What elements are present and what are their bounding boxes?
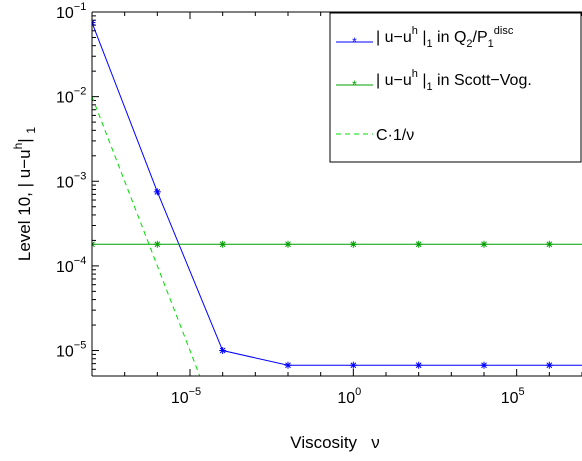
series-0-point	[92, 19, 96, 27]
legend-entry-scott-vogelius: * | u−uh |1 in Scott−Vog.	[336, 68, 532, 93]
series-1-point	[349, 240, 357, 248]
series-0-point	[349, 361, 357, 369]
legend-entry-q2p1: * | u−uh |1 in Q2/P1disc	[336, 25, 514, 50]
series-1-point	[153, 240, 161, 248]
series-0-point	[153, 188, 161, 196]
x-tick-label: 10−5	[171, 386, 201, 407]
series-0-point	[480, 361, 488, 369]
legend-label-reference: C·1/ν	[376, 127, 414, 144]
y-tick-label: 10−3	[56, 170, 86, 191]
series-1-point	[92, 240, 96, 248]
series-line-2	[92, 96, 201, 376]
y-tick-label: 10−5	[56, 340, 86, 361]
series-1-point	[219, 240, 227, 248]
legend-marker-q2p1: *	[352, 35, 357, 49]
y-axis-label-bar: |	[15, 134, 34, 143]
y-axis-label-sup: h	[11, 143, 25, 150]
series-0-point	[415, 361, 423, 369]
y-tick-label: 10−1	[56, 1, 86, 22]
series-1-point	[284, 240, 292, 248]
y-axis-label-sub: 1	[24, 127, 38, 134]
series-0-point	[219, 347, 227, 355]
y-tick-label: 10−4	[56, 255, 86, 276]
series-1-point	[480, 240, 488, 248]
legend-label-q2p1: | u−uh |1 in Q2/P1disc	[376, 25, 514, 50]
series-layer	[92, 19, 582, 376]
series-1-point	[415, 240, 423, 248]
x-axis-label: Viscosity ν	[290, 433, 379, 452]
tick-labels: 10−5 100 105 10−5 10−4 10−3 10−2 10−1	[56, 1, 525, 407]
plot-frame	[91, 11, 582, 377]
legend-label-scott-vogelius: | u−uh |1 in Scott−Vog.	[376, 68, 532, 93]
legend: * | u−uh |1 in Q2/P1disc * | u−uh |1 in …	[329, 12, 582, 163]
series-1-point	[545, 240, 553, 248]
y-axis-label: Level 10, | u−uh| 1	[11, 127, 38, 262]
legend-entry-reference: C·1/ν	[336, 127, 414, 144]
legend-marker-scott-vogelius: *	[352, 78, 357, 92]
series-0-point	[545, 361, 553, 369]
y-tick-label: 10−2	[56, 86, 86, 107]
y-axis-label-main: Level 10, | u−u	[15, 149, 34, 261]
series-0-point	[284, 361, 292, 369]
x-tick-label: 105	[501, 386, 525, 407]
x-tick-label: 100	[337, 386, 361, 407]
svg-text:Level 10, | u−uh| 1: Level 10, | u−uh| 1	[11, 127, 38, 262]
legend-box	[329, 12, 582, 163]
